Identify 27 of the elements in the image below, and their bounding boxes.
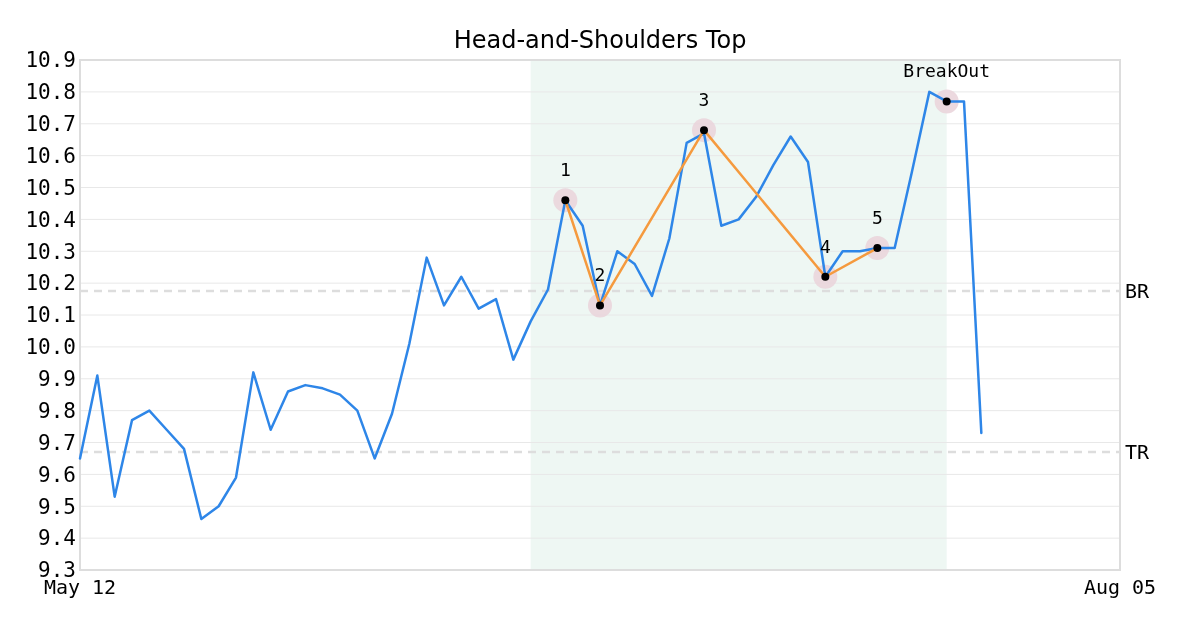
annotation: 1 (559, 159, 571, 181)
ref-line-label: TR (1125, 440, 1151, 465)
y-tick-label: 10.4 (25, 207, 76, 232)
annotation: 5 (871, 207, 883, 229)
line-series (78, 89, 983, 521)
ref-line-label: BR (1125, 279, 1151, 304)
annotation: 3 (698, 89, 710, 111)
y-tick-label: 9.8 (38, 398, 76, 423)
annotation: 2 (594, 264, 606, 286)
y-tick-label: 10.8 (25, 80, 76, 105)
chart-title: Head-and-Shoulders Top (453, 26, 747, 54)
annotation: 4 (819, 235, 831, 257)
annotation: BreakOut (903, 60, 991, 82)
y-tick-label: 10.2 (25, 271, 76, 296)
x-tick-label: Aug 05 (1083, 575, 1157, 599)
y-tick-label: 9.4 (38, 526, 76, 551)
y-tick-label: 10.1 (25, 303, 76, 328)
y-tick-label: 9.5 (38, 494, 76, 519)
y-tick-label: 10.7 (25, 112, 76, 137)
y-tick-label: 10.3 (25, 239, 76, 264)
y-tick-label: 9.7 (38, 430, 76, 455)
y-tick-label: 10.9 (25, 48, 76, 73)
y-tick-label: 10.6 (25, 143, 76, 168)
y-tick-label: 9.9 (38, 367, 76, 392)
y-tick-label: 10.0 (25, 335, 76, 360)
y-tick-label: 9.6 (38, 462, 76, 487)
y-tick-label: 10.5 (25, 175, 76, 200)
